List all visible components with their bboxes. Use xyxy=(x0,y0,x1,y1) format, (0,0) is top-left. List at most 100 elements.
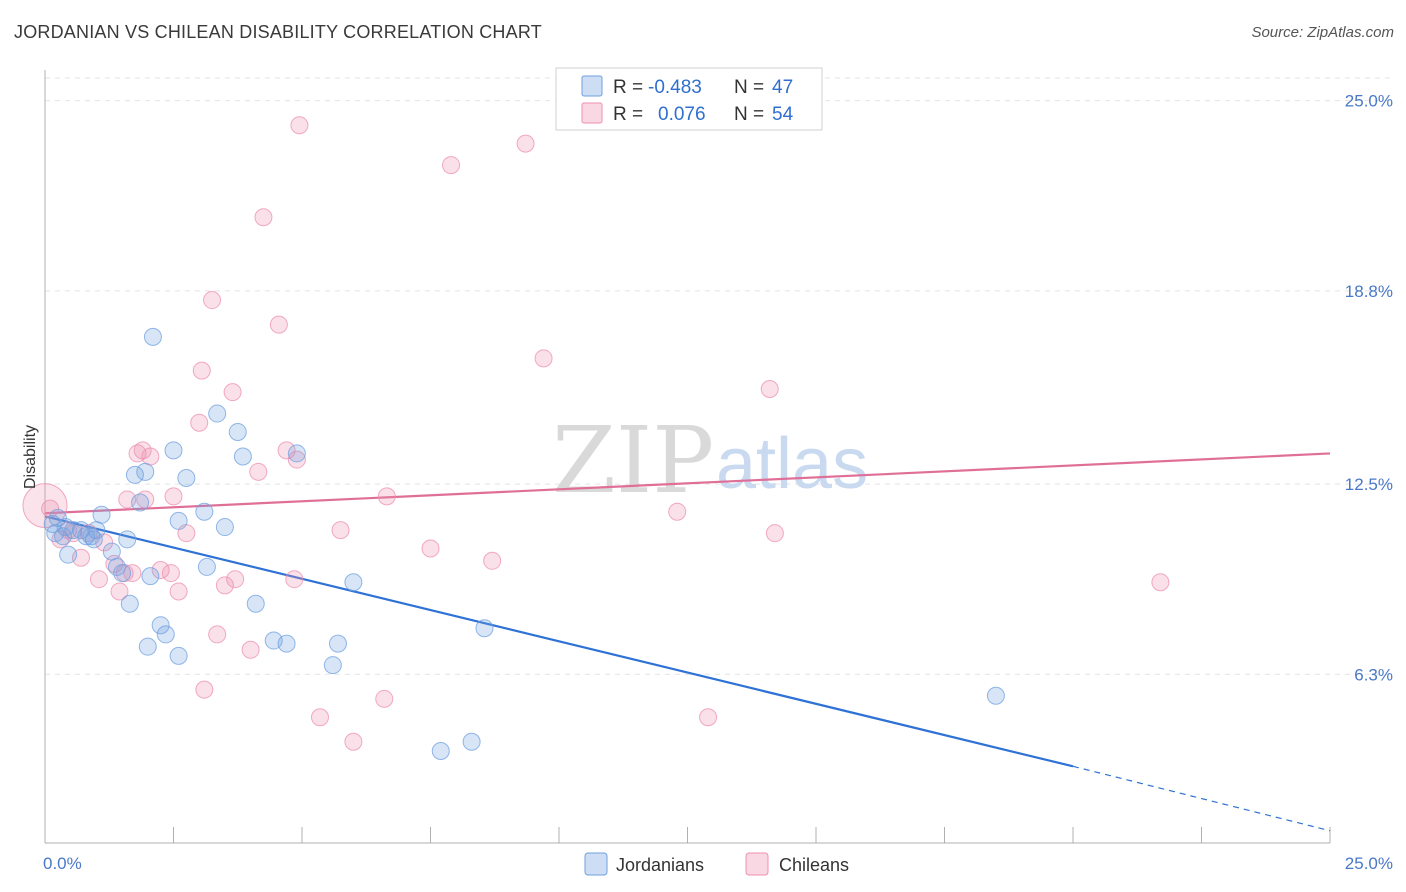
bottom-legend-label-jordanians: Jordanians xyxy=(616,855,704,875)
grid-lines xyxy=(45,77,1390,675)
chilean-point xyxy=(164,487,183,506)
chilean-point xyxy=(41,499,60,518)
chilean-point xyxy=(203,291,222,310)
bottom-legend-swatch-chileans xyxy=(745,852,769,876)
y-axis-label: Disability xyxy=(22,425,39,489)
legend-r-label: R = xyxy=(613,104,643,125)
jordanian-point xyxy=(92,505,111,524)
legend-box xyxy=(555,67,823,131)
chilean-point xyxy=(110,582,129,601)
x-tick-label-start: 0.0% xyxy=(43,854,82,873)
jordanian-point xyxy=(215,518,234,537)
jordanian-point xyxy=(177,468,196,487)
jordanian-point xyxy=(475,619,494,638)
chilean-point xyxy=(534,349,553,368)
y-tick-label: 6.3% xyxy=(1354,665,1393,684)
bottom-legend: Jordanians Chileans xyxy=(584,852,849,876)
trend-lines xyxy=(44,452,1331,832)
watermark-zip: ZIP xyxy=(552,407,714,514)
jordanian-point xyxy=(131,493,150,512)
legend-row-jordanians: R = -0.483 N = 47 xyxy=(581,75,793,98)
chilean-point xyxy=(136,490,155,509)
chilean-point xyxy=(141,447,160,466)
chilean-point xyxy=(421,539,440,558)
chilean-point xyxy=(269,315,288,334)
jordanian-point xyxy=(87,521,106,540)
chilean-point xyxy=(290,116,309,135)
legend-swatch-chileans xyxy=(581,102,603,124)
jordanian-point xyxy=(120,594,139,613)
jordanian-point xyxy=(462,732,481,751)
y-tick-label: 18.8% xyxy=(1345,282,1393,301)
jordanian-point xyxy=(107,557,126,576)
legend-swatch-jordanians xyxy=(581,75,603,97)
jordanian-point xyxy=(228,422,247,441)
chilean-point xyxy=(249,462,268,481)
jordanian-point xyxy=(125,465,144,484)
watermark-atlas: atlas xyxy=(716,424,868,504)
chilean-point xyxy=(161,564,180,583)
chilean-point xyxy=(375,689,394,708)
jordanian-point xyxy=(102,542,121,561)
chilean-point xyxy=(151,560,170,579)
source-label: Source: ZipAtlas.com xyxy=(1251,24,1394,41)
jordanian-point xyxy=(156,625,175,644)
data-points xyxy=(22,116,1170,760)
chilean-point xyxy=(1151,573,1170,592)
chilean-point xyxy=(331,521,350,540)
y-tick-label: 25.0% xyxy=(1345,92,1393,111)
jordanian-point xyxy=(287,444,306,463)
jordanian-point xyxy=(143,327,162,346)
chilean-point xyxy=(190,413,209,432)
legend-n-value: 47 xyxy=(772,77,793,98)
chilean-point xyxy=(483,551,502,570)
chilean-point xyxy=(285,570,304,589)
chilean-point xyxy=(344,732,363,751)
y-tick-labels: 6.3% 12.5% 18.8% 25.0% xyxy=(1345,92,1393,685)
y-tick-label: 12.5% xyxy=(1345,475,1393,494)
x-tick-labels: 0.0% 25.0% xyxy=(43,854,1393,873)
legend-n-label: N = xyxy=(734,104,764,125)
chilean-point xyxy=(215,576,234,595)
jordanian-point xyxy=(246,594,265,613)
chart-title: JORDANIAN VS CHILEAN DISABILITY CORRELAT… xyxy=(14,22,542,42)
legend: R = -0.483 N = 47 R = 0.076 N = 54 xyxy=(555,67,823,131)
chilean-point xyxy=(516,134,535,153)
jordanian-point xyxy=(59,545,78,564)
jordanian-point xyxy=(136,462,155,481)
bottom-legend-label-chileans: Chileans xyxy=(779,855,849,875)
jordanian-point xyxy=(208,404,227,423)
legend-n-value: 54 xyxy=(772,104,794,125)
chilean-point xyxy=(287,450,306,469)
jordanian-point xyxy=(48,508,67,527)
jordanian-point xyxy=(141,567,160,586)
chilean-point xyxy=(277,441,296,460)
x-tick-label-end: 25.0% xyxy=(1345,854,1393,873)
jordanian-point xyxy=(277,634,296,653)
jordanian-point xyxy=(197,557,216,576)
chilean-point xyxy=(241,640,260,659)
chilean-point xyxy=(442,156,461,175)
chilean-point xyxy=(195,680,214,699)
chilean-point xyxy=(226,570,245,589)
chilean-point xyxy=(310,708,329,727)
jordanian-point xyxy=(138,637,157,656)
jordanian-point xyxy=(986,686,1005,705)
jordanian-trend-extension xyxy=(1072,765,1331,832)
jordanian-point xyxy=(233,447,252,466)
jordanian-point xyxy=(118,530,137,549)
jordanian-point xyxy=(344,573,363,592)
jordanian-point xyxy=(328,634,347,653)
legend-r-value: 0.076 xyxy=(658,104,706,125)
chilean-point xyxy=(668,502,687,521)
legend-n-label: N = xyxy=(734,77,764,98)
chilean-point xyxy=(192,361,211,380)
chilean-point xyxy=(169,582,188,601)
chilean-point xyxy=(765,524,784,543)
legend-row-chileans: R = 0.076 N = 54 xyxy=(581,102,794,125)
chilean-point xyxy=(89,570,108,589)
jordanian-point xyxy=(113,564,132,583)
chilean-point xyxy=(208,625,227,644)
chilean-point xyxy=(254,208,273,227)
